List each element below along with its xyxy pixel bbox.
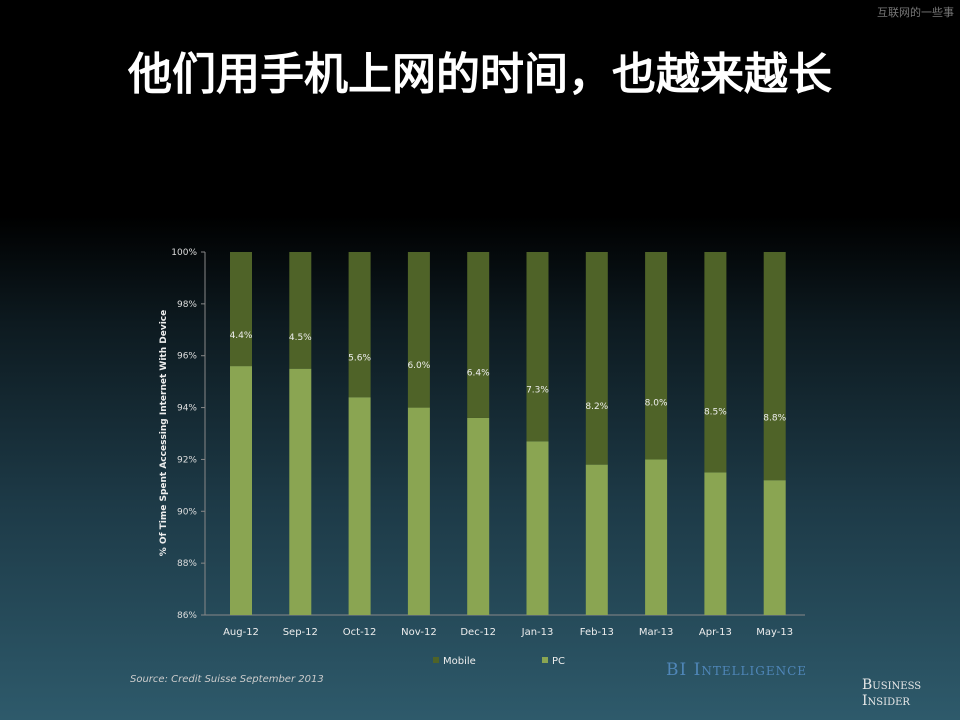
bar-pc — [289, 368, 312, 615]
business-insider-logo: Business Insider — [862, 677, 921, 709]
bar-pc — [407, 407, 430, 615]
logo-line-1: Business — [862, 677, 922, 693]
data-label-mobile: 7.3% — [526, 385, 549, 395]
data-label-mobile: 4.4% — [230, 331, 253, 341]
bar-mobile — [230, 252, 252, 367]
bar-mobile — [585, 252, 608, 465]
page-title: 他们用手机上网的时间，也越来越长 — [128, 49, 832, 100]
bar-pc — [585, 464, 608, 615]
source-note: Source: Credit Suisse September 2013 — [130, 674, 324, 685]
data-label-mobile: 8.0% — [645, 398, 668, 408]
x-tick-label: May-13 — [756, 627, 793, 638]
x-tick-label: Feb-13 — [580, 627, 614, 638]
watermark: 互联网的一些事 — [877, 6, 954, 19]
legend-swatch-mobile — [433, 657, 439, 663]
bar-mobile — [467, 252, 490, 418]
x-tick-label: Aug-12 — [223, 627, 259, 638]
bar-mobile — [289, 252, 312, 369]
x-tick-label: Apr-13 — [699, 627, 732, 638]
bar-mobile — [763, 252, 786, 481]
y-tick-label: 92% — [177, 455, 197, 465]
bar-pc — [348, 397, 371, 615]
y-tick-label: 88% — [177, 559, 197, 569]
data-label-mobile: 4.5% — [289, 333, 312, 343]
y-tick-label: 100% — [171, 248, 197, 258]
bar-pc — [526, 441, 549, 615]
data-label-mobile: 8.2% — [585, 402, 608, 412]
y-tick-label: 90% — [177, 507, 197, 517]
y-tick-label: 98% — [177, 300, 197, 310]
x-tick-label: Sep-12 — [283, 627, 318, 638]
data-label-mobile: 8.5% — [704, 408, 727, 418]
data-label-mobile: 6.0% — [407, 361, 430, 371]
y-tick-label: 94% — [177, 404, 197, 414]
logo-line-2: Insider — [862, 693, 910, 709]
x-tick-label: Jan-13 — [521, 627, 554, 638]
data-label-mobile: 8.8% — [763, 413, 786, 423]
x-tick-label: Nov-12 — [401, 627, 437, 638]
legend-label-mobile: Mobile — [443, 656, 476, 667]
y-tick-label: 86% — [177, 611, 197, 621]
bar-mobile — [348, 252, 371, 398]
bar-pc — [467, 417, 490, 615]
x-tick-label: Oct-12 — [343, 627, 377, 638]
bar-pc — [704, 472, 727, 615]
bi-intelligence-logo: BI Intelligence — [666, 660, 808, 680]
bar-mobile — [526, 252, 549, 442]
bar-pc — [763, 480, 786, 615]
bar-mobile — [704, 252, 727, 473]
x-tick-label: Mar-13 — [639, 627, 674, 638]
bar-pc — [230, 366, 252, 615]
bar-mobile — [407, 252, 430, 408]
legend-label-pc: PC — [552, 656, 565, 667]
data-label-mobile: 5.6% — [348, 354, 371, 364]
data-label-mobile: 6.4% — [467, 368, 490, 378]
y-axis-label: % Of Time Spent Accessing Internet With … — [159, 310, 169, 556]
x-tick-label: Dec-12 — [460, 627, 496, 638]
legend-swatch-pc — [542, 657, 548, 663]
y-tick-label: 96% — [177, 352, 197, 362]
bar-mobile — [645, 252, 668, 460]
bar-pc — [645, 459, 668, 615]
